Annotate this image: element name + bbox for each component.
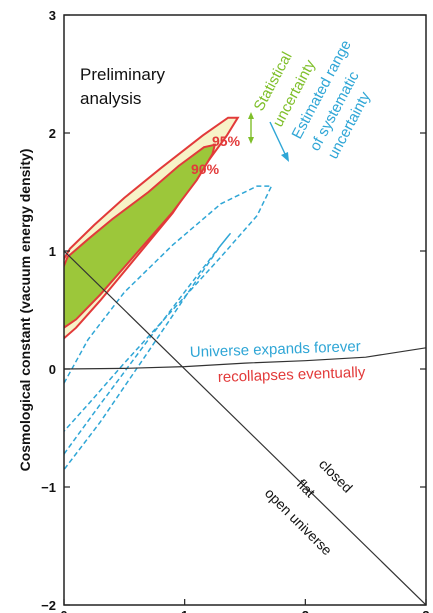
x-tick-label-3: 3 [422, 608, 429, 613]
systematic-arrow-head [281, 152, 289, 162]
x-tick-label-0: 0 [60, 608, 67, 613]
y-tick-label-5: 3 [49, 8, 56, 23]
y-tick-label-2: 0 [49, 362, 56, 377]
x-tick-label-1: 1 [181, 608, 188, 613]
expansion-boundary-curve [64, 347, 426, 370]
expands-forever-label: Universe expands forever [190, 338, 361, 361]
ticks-layer: 0 1 2 3 −2 −1 0 1 2 3 [41, 8, 429, 613]
preliminary-label-line1: Preliminary [80, 65, 166, 84]
plot-area [64, 116, 426, 605]
y-tick-label-3: 1 [49, 244, 56, 259]
systematic-arrow [269, 121, 287, 157]
flat-universe-line [64, 250, 426, 605]
recollapses-label: recollapses eventually [218, 364, 367, 386]
x-tick-label-2: 2 [302, 608, 309, 613]
plot-layer [64, 116, 426, 605]
closed-universe-label: closed [316, 456, 356, 496]
preliminary-label-line2: analysis [80, 89, 141, 108]
y-tick-label-0: −2 [41, 598, 56, 613]
y-tick-label-4: 2 [49, 126, 56, 141]
y-tick-label-1: −1 [41, 480, 56, 495]
open-universe-label: open universe [262, 485, 336, 559]
statistical-arrow-head-up [248, 112, 254, 119]
confidence-90-contour [64, 143, 217, 329]
confidence-90-label: 90% [191, 161, 220, 177]
statistical-arrow-head-down [248, 137, 254, 144]
plot-frame [63, 14, 427, 606]
systematic-contour-1 [64, 185, 273, 433]
confidence-95-label: 95% [212, 133, 241, 149]
y-axis-label: Cosmological constant (vacuum energy den… [17, 149, 33, 472]
systematic-contour-2 [64, 232, 232, 471]
